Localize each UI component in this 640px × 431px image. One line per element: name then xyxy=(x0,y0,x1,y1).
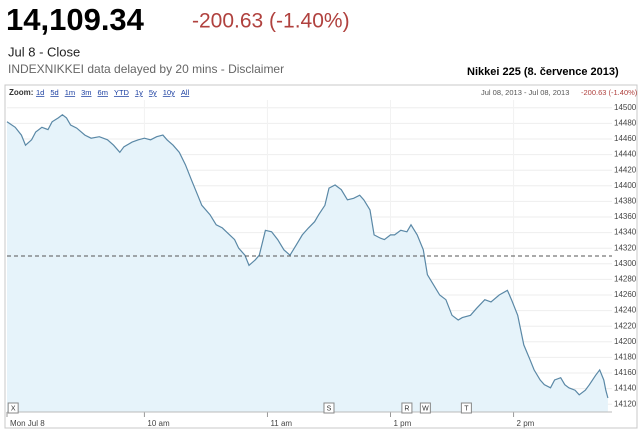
event-flag[interactable] xyxy=(460,402,472,414)
x-tick-label: Mon Jul 8 xyxy=(10,419,45,428)
zoom-option[interactable]: 1y xyxy=(135,88,143,97)
zoom-option[interactable]: 3m xyxy=(81,88,91,97)
y-tick-label: 14460 xyxy=(614,134,637,143)
y-tick-label: 14120 xyxy=(614,399,637,408)
event-flag[interactable] xyxy=(419,402,431,414)
y-tick-label: 14260 xyxy=(614,290,637,299)
y-tick-label: 14340 xyxy=(614,228,637,237)
event-flag[interactable] xyxy=(7,402,19,414)
y-tick-label: 14200 xyxy=(614,337,637,346)
zoom-option[interactable]: 5y xyxy=(149,88,157,97)
zoom-option[interactable]: 5d xyxy=(50,88,58,97)
x-tick-label: 2 pm xyxy=(517,419,535,428)
y-tick-label: 14440 xyxy=(614,150,637,159)
zoom-option[interactable]: YTD xyxy=(114,88,130,97)
y-tick-label: 14280 xyxy=(614,275,637,284)
zoom-option[interactable]: 1d xyxy=(36,88,44,97)
y-tick-label: 14420 xyxy=(614,165,637,174)
zoom-label: Zoom: xyxy=(9,88,33,97)
zoom-option[interactable]: 6m xyxy=(98,88,108,97)
y-tick-label: 14480 xyxy=(614,119,637,128)
price-change: -200.63 (-1.40%) xyxy=(192,10,350,33)
area xyxy=(7,114,608,413)
date-line: Jul 8 - Close xyxy=(8,44,80,59)
event-flag-label: W xyxy=(422,405,429,412)
x-tick-label: 1 pm xyxy=(394,419,412,428)
y-tick-label: 14500 xyxy=(614,103,637,112)
zoom-option[interactable]: 1m xyxy=(65,88,75,97)
y-tick-label: 14300 xyxy=(614,259,637,268)
y-tick-label: 14400 xyxy=(614,181,637,190)
event-flag[interactable] xyxy=(323,402,335,414)
event-flag-label: R xyxy=(404,405,409,412)
zoom-option[interactable]: All xyxy=(181,88,190,97)
chart-title: Nikkei 225 (8. července 2013) xyxy=(467,66,619,78)
y-tick-label: 14220 xyxy=(614,321,637,330)
y-tick-label: 14360 xyxy=(614,212,637,221)
event-flag-label: X xyxy=(11,405,16,412)
event-flag-label: S xyxy=(327,405,332,412)
price: 14,109.34 xyxy=(6,2,145,37)
range-label: Jul 08, 2013 - Jul 08, 2013 xyxy=(481,88,569,97)
price-line xyxy=(6,114,609,399)
y-tick-label: 14320 xyxy=(614,243,637,252)
range-change: -200.63 (-1.40%) xyxy=(581,88,638,97)
y-tick-label: 14180 xyxy=(614,353,637,362)
zoom-option[interactable]: 10y xyxy=(163,88,175,97)
event-flag-label: T xyxy=(464,405,469,412)
y-tick-label: 14240 xyxy=(614,306,637,315)
y-tick-label: 14160 xyxy=(614,368,637,377)
source-line[interactable]: INDEXNIKKEI data delayed by 20 mins - Di… xyxy=(8,62,284,76)
x-tick-label: 11 am xyxy=(270,419,292,428)
y-tick-label: 14140 xyxy=(614,384,637,393)
x-tick-label: 10 am xyxy=(147,419,170,428)
y-tick-label: 14380 xyxy=(614,197,637,206)
event-flag[interactable] xyxy=(401,402,413,414)
